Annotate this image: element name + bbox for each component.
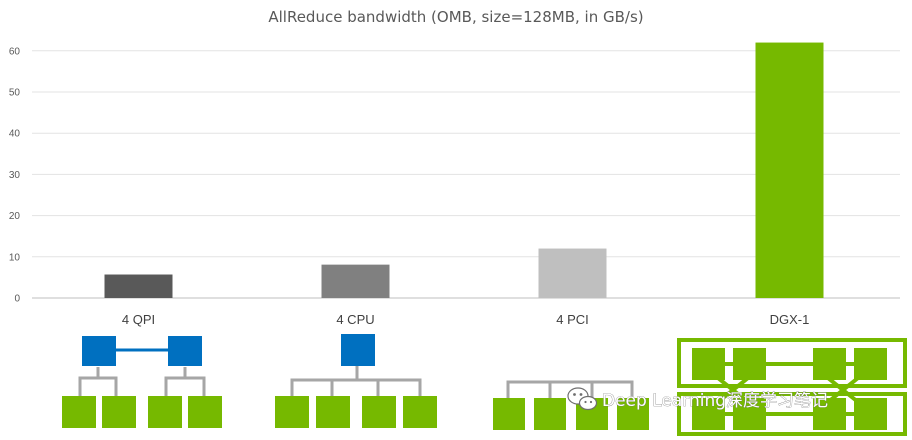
x-tick-label: 4 QPI bbox=[122, 312, 155, 327]
link bbox=[677, 392, 907, 436]
node bbox=[148, 396, 182, 428]
link bbox=[506, 380, 634, 398]
node bbox=[813, 348, 846, 380]
topology-diagram-4-cpu bbox=[275, 334, 437, 428]
watermark: Deep Learning深度学习笔记 bbox=[567, 387, 828, 411]
y-tick-label: 0 bbox=[14, 294, 20, 305]
node bbox=[316, 396, 350, 428]
node bbox=[168, 336, 202, 366]
chart-title: AllReduce bandwidth (OMB, size=128MB, in… bbox=[268, 8, 643, 26]
node bbox=[534, 398, 566, 430]
node bbox=[733, 398, 766, 430]
bars bbox=[104, 42, 824, 299]
bar bbox=[104, 274, 173, 298]
node bbox=[617, 398, 649, 430]
node bbox=[854, 348, 887, 380]
link bbox=[78, 376, 118, 396]
topology-diagram-dgx-1 bbox=[677, 338, 907, 436]
category-labels: 4 QPI 4 CPU 4 PCI DGX-1 bbox=[122, 312, 809, 327]
watermark-text: Deep Learning深度学习笔记 bbox=[602, 391, 828, 411]
link bbox=[164, 376, 206, 396]
y-tick-label: 60 bbox=[9, 46, 21, 57]
x-tick-label: 4 PCI bbox=[556, 312, 589, 327]
wechat-icon bbox=[567, 387, 598, 411]
x-tick-label: 4 CPU bbox=[336, 312, 374, 327]
bar bbox=[755, 42, 824, 299]
node bbox=[62, 396, 96, 428]
node bbox=[692, 348, 725, 380]
gridlines bbox=[32, 50, 900, 299]
node bbox=[493, 398, 525, 430]
x-tick-label: DGX-1 bbox=[770, 312, 810, 327]
node bbox=[854, 398, 887, 430]
node bbox=[341, 334, 375, 366]
bar bbox=[538, 248, 607, 298]
y-axis-ticks: 0 10 20 30 40 50 60 bbox=[9, 46, 21, 304]
topology-diagram-4-qpi bbox=[62, 336, 222, 428]
y-tick-label: 40 bbox=[9, 129, 21, 140]
node bbox=[82, 336, 116, 366]
node bbox=[102, 396, 136, 428]
node bbox=[362, 396, 396, 428]
y-tick-label: 20 bbox=[9, 211, 21, 222]
node bbox=[403, 396, 437, 428]
y-tick-label: 10 bbox=[9, 252, 21, 263]
node bbox=[275, 396, 309, 428]
y-tick-label: 50 bbox=[9, 88, 21, 99]
link bbox=[290, 378, 422, 396]
node bbox=[813, 398, 846, 430]
topology-diagram-4-pci bbox=[493, 380, 649, 430]
node bbox=[733, 348, 766, 380]
link bbox=[677, 338, 907, 388]
node bbox=[692, 398, 725, 430]
node bbox=[188, 396, 222, 428]
bar bbox=[321, 264, 390, 298]
y-tick-label: 30 bbox=[9, 170, 21, 181]
